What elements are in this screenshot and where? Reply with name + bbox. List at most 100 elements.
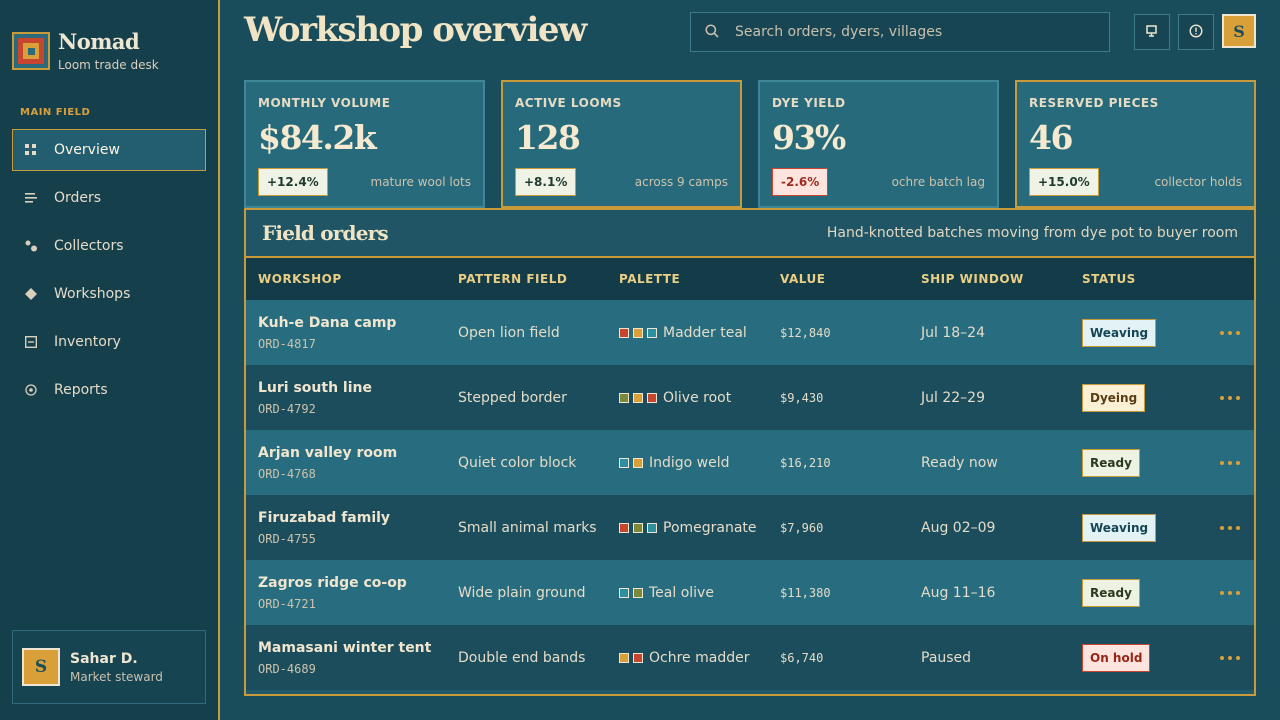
pattern-field: Wide plain ground: [458, 584, 586, 601]
order-id: ORD-4689: [258, 661, 316, 676]
stat-change-badge: +15.0%: [1029, 168, 1099, 196]
order-value: $6,740: [780, 650, 824, 665]
sidebar-item-label: Overview: [54, 142, 120, 158]
palette-cell: Ochre madder: [619, 650, 780, 666]
column-header[interactable]: WORKSHOP: [258, 272, 342, 286]
table-body: Kuh-e Dana camp ORD-4817 Open lion field Ma…: [246, 300, 1254, 690]
more-actions-icon[interactable]: [1216, 590, 1240, 595]
palette-name: Pomegranate: [663, 519, 757, 536]
palette-name: Indigo weld: [649, 454, 730, 471]
palette-name: Ochre madder: [649, 649, 750, 666]
palette-name: Olive root: [663, 389, 732, 406]
sidebar-item-overview[interactable]: Overview: [12, 129, 206, 171]
search-icon: [705, 23, 719, 42]
palette-cell: Indigo weld: [619, 455, 780, 471]
sidebar-item-inventory[interactable]: Inventory: [12, 321, 206, 363]
diamond-icon: [24, 287, 38, 301]
sidebar-item-label: Reports: [54, 382, 108, 398]
table-row[interactable]: Zagros ridge co-op ORD-4721 Wide plain gro…: [246, 560, 1254, 625]
field-orders-panel: Field orders Hand-knotted batches moving…: [244, 208, 1256, 696]
workshop-name[interactable]: Kuh-e Dana camp: [258, 314, 397, 331]
user-role: Market steward: [70, 669, 163, 684]
panel-header: Field orders Hand-knotted batches moving…: [246, 210, 1254, 258]
ship-window: Ready now: [921, 454, 998, 471]
brand-subtitle: Loom trade desk: [58, 58, 159, 72]
stat-value: 46: [1029, 118, 1073, 157]
column-header[interactable]: PALETTE: [619, 272, 681, 286]
stat-card-dye-yield: DYE YIELD 93% -2.6% ochre batch lag: [758, 80, 999, 208]
workshop-name[interactable]: Zagros ridge co-op: [258, 574, 407, 591]
user-name: Sahar D.: [70, 650, 138, 667]
header-avatar[interactable]: S: [1222, 14, 1256, 48]
palette-swatch: [647, 522, 657, 533]
sidebar-item-collectors[interactable]: Collectors: [12, 225, 206, 267]
sidebar-item-workshops[interactable]: Workshops: [12, 273, 206, 315]
table-row[interactable]: Mamasani winter tent ORD-4689 Double end b…: [246, 625, 1254, 690]
palette-swatch: [633, 327, 643, 338]
list-icon: [24, 191, 38, 205]
monitor-icon: [1145, 23, 1159, 42]
palette-cell: Madder teal: [619, 325, 780, 341]
order-id: ORD-4792: [258, 401, 316, 416]
table-row[interactable]: Arjan valley room ORD-4768 Quiet color blo…: [246, 430, 1254, 495]
search-input[interactable]: [735, 24, 1095, 40]
more-actions-icon[interactable]: [1216, 525, 1240, 530]
column-header[interactable]: PATTERN FIELD: [458, 272, 568, 286]
ship-window: Paused: [921, 649, 972, 666]
order-value: $11,380: [780, 585, 831, 600]
more-actions-icon[interactable]: [1216, 655, 1240, 660]
pattern-field: Quiet color block: [458, 454, 577, 471]
order-value: $7,960: [780, 520, 824, 535]
page-title: Workshop overview: [244, 10, 587, 50]
palette-swatch: [619, 652, 629, 663]
alerts-button[interactable]: [1178, 14, 1214, 50]
palette-swatch: [647, 327, 657, 338]
status-badge: Weaving: [1082, 318, 1157, 347]
stat-label: RESERVED PIECES: [1029, 96, 1159, 110]
sidebar-item-reports[interactable]: Reports: [12, 369, 206, 411]
brand[interactable]: Nomad Loom trade desk: [12, 29, 159, 72]
workshop-name[interactable]: Luri south line: [258, 379, 372, 396]
stat-value: 128: [515, 118, 581, 157]
table-row[interactable]: Firuzabad family ORD-4755 Small animal mar…: [246, 495, 1254, 560]
sidebar-item-label: Workshops: [54, 286, 131, 302]
stat-card-monthly-volume: MONTHLY VOLUME $84.2k +12.4% mature wool…: [244, 80, 485, 208]
workshop-name[interactable]: Firuzabad family: [258, 509, 391, 526]
ship-window: Aug 02–09: [921, 519, 996, 536]
workshop-name[interactable]: Mamasani winter tent: [258, 639, 432, 656]
stat-change-badge: -2.6%: [772, 168, 829, 196]
stat-note: across 9 camps: [634, 175, 728, 189]
palette-cell: Pomegranate: [619, 520, 780, 536]
stat-value: $84.2k: [258, 118, 377, 157]
display-button[interactable]: [1134, 14, 1170, 50]
more-actions-icon[interactable]: [1216, 460, 1240, 465]
alert-icon: [1189, 23, 1203, 42]
status-badge: Ready: [1082, 578, 1140, 607]
palette-swatch: [633, 457, 643, 468]
stat-note: collector holds: [1154, 175, 1242, 189]
box-icon: [24, 335, 38, 349]
nav-section-label: MAIN FIELD: [20, 107, 91, 118]
order-value: $9,430: [780, 390, 824, 405]
order-id: ORD-4755: [258, 531, 316, 546]
search-bar[interactable]: [690, 12, 1110, 52]
table-row[interactable]: Luri south line ORD-4792 Stepped border Oli…: [246, 365, 1254, 430]
more-actions-icon[interactable]: [1216, 395, 1240, 400]
more-actions-icon[interactable]: [1216, 330, 1240, 335]
status-badge: Weaving: [1082, 513, 1157, 542]
stat-change-badge: +12.4%: [258, 168, 328, 196]
column-header[interactable]: SHIP WINDOW: [921, 272, 1024, 286]
stat-label: ACTIVE LOOMS: [515, 96, 622, 110]
user-card[interactable]: S Sahar D. Market steward: [12, 630, 206, 704]
order-id: ORD-4721: [258, 596, 316, 611]
brand-name: Nomad: [58, 29, 140, 54]
sidebar-item-orders[interactable]: Orders: [12, 177, 206, 219]
column-header[interactable]: VALUE: [780, 272, 826, 286]
palette-swatch: [633, 522, 643, 533]
table-row[interactable]: Kuh-e Dana camp ORD-4817 Open lion field Ma…: [246, 300, 1254, 365]
column-header[interactable]: STATUS: [1082, 272, 1136, 286]
palette-swatch: [619, 457, 629, 468]
workshop-name[interactable]: Arjan valley room: [258, 444, 398, 461]
stat-change-badge: +8.1%: [515, 168, 577, 196]
palette-swatch: [619, 522, 629, 533]
